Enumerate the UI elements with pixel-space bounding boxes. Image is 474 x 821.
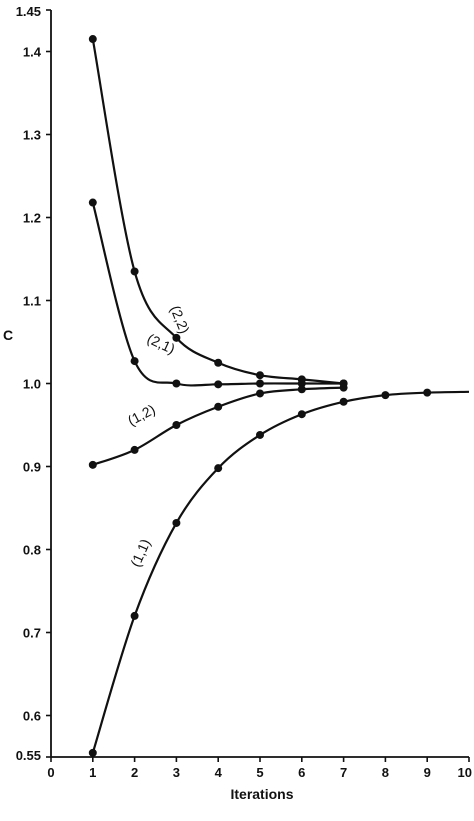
y-tick-label: 0.8 (23, 543, 41, 558)
y-tick-label: 0.9 (23, 460, 41, 475)
data-point (297, 385, 306, 394)
x-tick-label: 1 (89, 765, 96, 780)
y-tick-label: 0.7 (23, 626, 41, 641)
series-layer (88, 35, 470, 757)
data-point (172, 518, 181, 527)
data-point (256, 371, 264, 380)
data-point (297, 379, 306, 388)
x-tick-label: 7 (340, 765, 347, 780)
data-point (214, 358, 223, 367)
y-tick-label: 1.2 (23, 211, 41, 226)
data-point (130, 445, 139, 454)
data-point (339, 383, 348, 392)
data-point (172, 421, 181, 429)
data-point (297, 410, 306, 419)
data-point (214, 380, 223, 389)
series-line-3 (91, 390, 470, 754)
x-tick-label: 8 (382, 765, 389, 780)
data-point (256, 430, 264, 439)
data-point (130, 267, 139, 276)
data-point (172, 333, 181, 342)
y-tick-label: 0.6 (23, 709, 41, 724)
data-point (214, 402, 223, 411)
series-label-1-1: (1,1) (127, 536, 153, 569)
x-tick-label: 0 (47, 765, 54, 780)
data-point (172, 379, 181, 388)
y-tick-label: 0.55 (16, 748, 41, 763)
y-ticks: 0.55 0.6 0.7 0.8 0.9 1.0 1.1 1.2 1.3 1.4 1.45 (16, 4, 51, 763)
data-point (130, 357, 139, 366)
x-tick-label: 5 (256, 765, 263, 780)
x-tick-label: 2 (131, 765, 138, 780)
y-tick-label: 1.1 (23, 294, 41, 309)
y-tick-label: 1.3 (23, 128, 41, 143)
x-tick-label: 3 (173, 765, 180, 780)
data-point (88, 35, 97, 44)
data-point (88, 198, 97, 207)
y-tick-label: 1.45 (16, 4, 41, 19)
x-tick-label: 9 (424, 765, 431, 780)
data-point (423, 388, 432, 397)
x-ticks: 0 1 2 3 4 5 6 7 8 9 10 (47, 757, 472, 780)
x-tick-label: 10 (458, 765, 472, 780)
data-point (130, 611, 139, 620)
data-point (88, 460, 97, 469)
data-point (214, 464, 223, 473)
series-line-0 (91, 38, 344, 385)
data-point (381, 391, 390, 400)
series-label-2-2: (2,2) (167, 303, 193, 336)
data-point (88, 748, 97, 757)
x-axis-title: Iterations (230, 786, 293, 802)
x-tick-label: 4 (215, 765, 223, 780)
series-label-1-2: (1,2) (125, 401, 158, 429)
data-point (339, 397, 348, 406)
x-tick-label: 6 (298, 765, 305, 780)
y-axis-title: C (3, 327, 13, 343)
y-tick-label: 1.4 (23, 45, 42, 60)
data-point (256, 389, 264, 398)
series-line-1 (91, 202, 344, 387)
data-point (256, 379, 264, 388)
y-tick-label: 1.0 (23, 377, 41, 392)
